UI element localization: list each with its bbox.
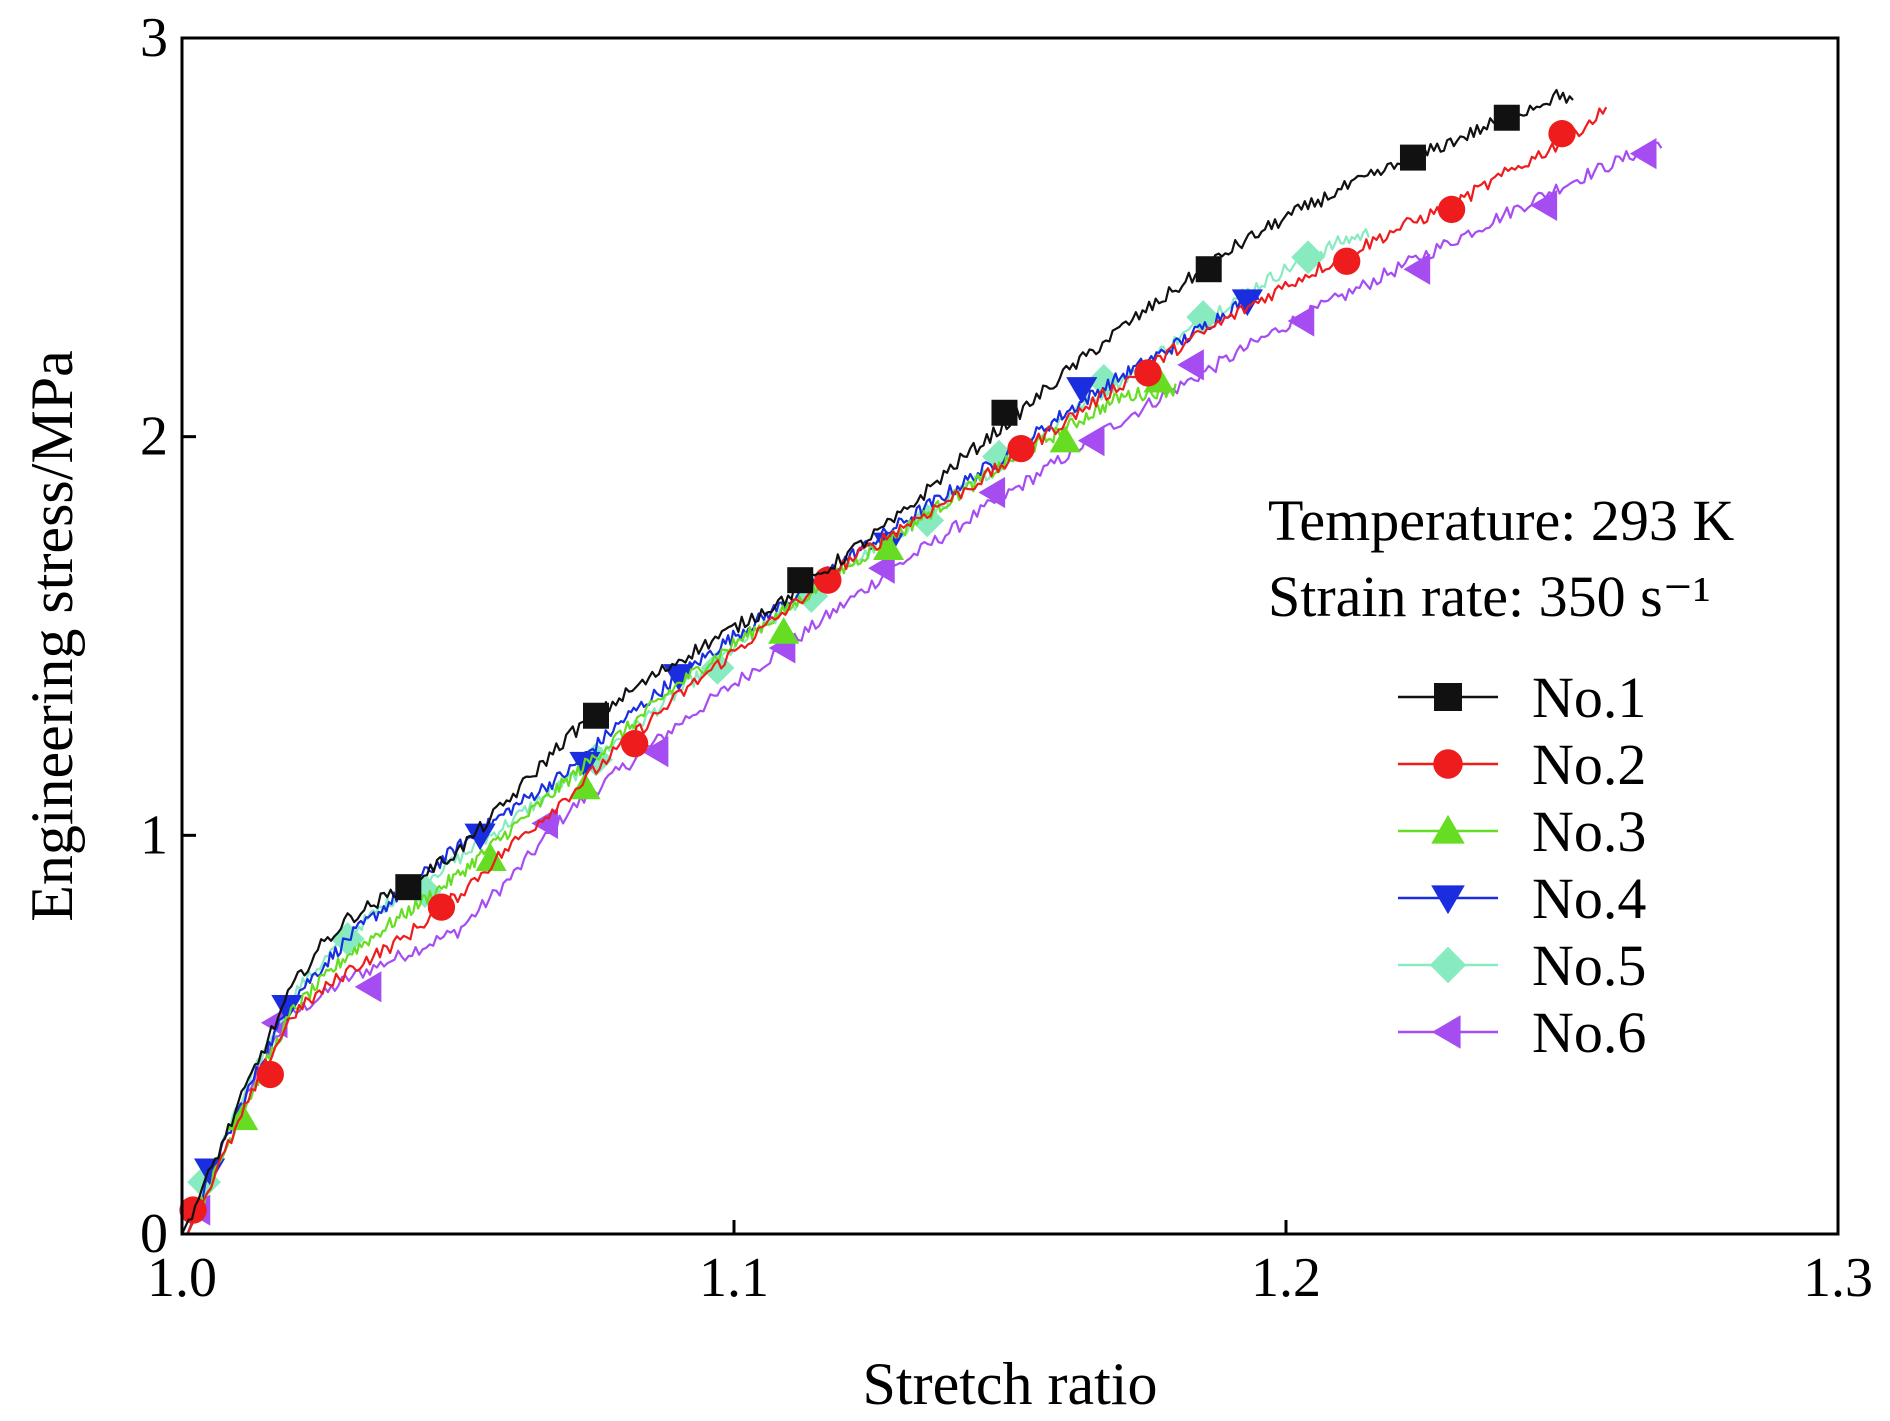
data-marker xyxy=(569,772,601,800)
data-marker xyxy=(1291,240,1325,275)
data-marker xyxy=(1530,189,1558,222)
data-marker xyxy=(991,399,1018,426)
ticks-layer: 1.0 1.1 1.2 1.3 0 1 2 3 xyxy=(140,7,1873,1309)
x-tick-label: 1.0 xyxy=(147,1247,217,1309)
data-marker xyxy=(1333,247,1361,275)
y-tick-label: 2 xyxy=(140,406,168,468)
data-marker xyxy=(1629,138,1657,170)
temperature-annotation: Temperature: 293 K xyxy=(1268,488,1734,553)
data-marker xyxy=(569,751,601,779)
legend-label: No.6 xyxy=(1532,1000,1646,1065)
data-marker xyxy=(1231,289,1263,317)
data-marker xyxy=(1086,363,1121,398)
data-marker xyxy=(1077,425,1105,457)
series-line xyxy=(186,291,1260,1235)
legend-marker xyxy=(1431,1015,1461,1049)
y-tick-label: 1 xyxy=(140,804,168,866)
data-marker xyxy=(354,971,382,1003)
legend-item: No.5 xyxy=(1398,933,1646,998)
legend-label: No.1 xyxy=(1532,665,1646,730)
data-marker xyxy=(1548,120,1576,148)
legend-marker xyxy=(1433,749,1463,779)
series-layer xyxy=(179,88,1663,1235)
legend-item: No.1 xyxy=(1398,665,1646,730)
legend-item: No.3 xyxy=(1398,799,1646,864)
data-marker xyxy=(1049,425,1081,453)
series-no1 xyxy=(181,88,1574,1235)
legend-label: No.4 xyxy=(1532,866,1646,931)
series-line xyxy=(186,106,1608,1235)
series-line xyxy=(186,383,1177,1235)
data-marker xyxy=(271,995,303,1022)
legend-marker xyxy=(1431,814,1465,844)
strain-rate-annotation: Strain rate: 350 s⁻¹ xyxy=(1268,564,1711,629)
legend-marker xyxy=(1431,885,1465,915)
data-marker xyxy=(768,617,800,644)
legend-item: No.6 xyxy=(1398,1000,1646,1065)
y-tick-label: 0 xyxy=(140,1203,168,1265)
legend-marker xyxy=(1434,683,1462,711)
data-marker xyxy=(1186,300,1221,334)
legend-item: No.4 xyxy=(1398,866,1646,931)
data-marker xyxy=(1195,256,1222,283)
series-line xyxy=(186,141,1663,1235)
series-no2 xyxy=(179,106,1608,1235)
data-marker xyxy=(475,844,507,871)
data-marker xyxy=(583,702,609,729)
data-marker xyxy=(1399,144,1426,171)
legend-label: No.3 xyxy=(1532,799,1646,864)
data-marker xyxy=(464,823,496,851)
data-marker xyxy=(1177,349,1204,381)
data-marker xyxy=(872,533,905,560)
data-marker xyxy=(531,807,559,839)
y-tick-label: 3 xyxy=(140,7,168,69)
legend-label: No.2 xyxy=(1532,732,1646,797)
data-marker xyxy=(407,874,442,909)
x-tick-label: 1.2 xyxy=(1251,1247,1321,1309)
data-marker xyxy=(868,552,895,584)
data-marker xyxy=(641,736,669,768)
data-marker xyxy=(978,476,1006,509)
data-marker xyxy=(1403,253,1431,285)
plot-frame xyxy=(180,36,1840,1236)
data-marker xyxy=(1437,195,1466,224)
data-marker xyxy=(1493,104,1520,131)
data-marker xyxy=(663,664,695,691)
data-marker xyxy=(910,503,945,538)
data-marker xyxy=(787,567,814,594)
y-axis-label: Engineering stress/MPa xyxy=(19,350,85,922)
data-marker xyxy=(395,874,422,901)
data-marker xyxy=(227,1103,259,1131)
x-tick-label: 1.3 xyxy=(1803,1247,1873,1309)
data-marker xyxy=(1287,305,1315,337)
data-marker xyxy=(814,566,842,594)
data-marker xyxy=(1134,359,1162,387)
data-marker xyxy=(260,1007,288,1039)
x-axis-label: Stretch ratio xyxy=(863,1351,1158,1417)
legend-marker xyxy=(1429,946,1467,984)
data-marker xyxy=(256,1060,284,1089)
series-no6 xyxy=(183,138,1663,1235)
legend: No.1No.2No.3No.4No.5No.6 xyxy=(1398,665,1646,1065)
legend-item: No.2 xyxy=(1398,732,1646,797)
x-tick-label: 1.1 xyxy=(699,1247,769,1309)
data-marker xyxy=(620,729,649,758)
data-marker xyxy=(1066,377,1098,404)
data-marker xyxy=(1007,434,1035,463)
legend-label: No.5 xyxy=(1532,933,1646,998)
data-marker xyxy=(427,893,456,921)
